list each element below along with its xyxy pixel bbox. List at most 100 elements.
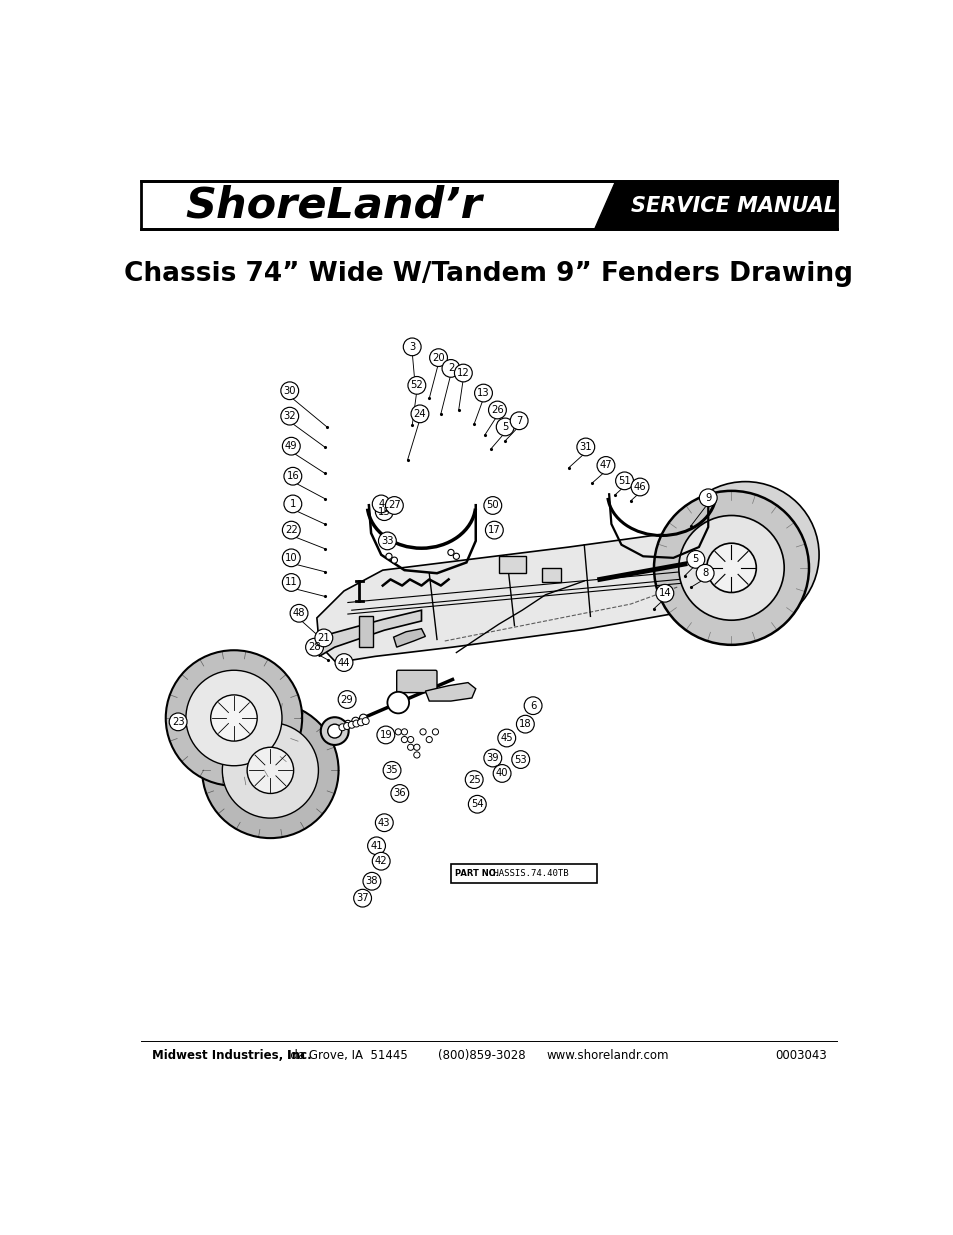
Text: 11: 11 [285,578,297,588]
Circle shape [493,764,511,782]
Text: Ida Grove, IA  51445: Ida Grove, IA 51445 [287,1049,408,1062]
Text: 16: 16 [286,472,299,482]
Text: CHASSIS.74.40TB: CHASSIS.74.40TB [488,869,568,878]
Circle shape [166,651,302,785]
Circle shape [282,573,300,592]
Circle shape [706,543,756,593]
Circle shape [497,729,516,747]
Circle shape [391,557,397,563]
Circle shape [656,584,673,603]
Circle shape [523,697,541,715]
Circle shape [496,419,514,436]
Circle shape [686,551,704,568]
Circle shape [468,795,486,813]
Circle shape [453,553,459,559]
Text: (800)859-3028: (800)859-3028 [437,1049,525,1062]
Circle shape [335,653,353,672]
Text: 19: 19 [379,730,392,740]
Circle shape [320,718,348,745]
Text: 3: 3 [409,342,415,352]
Circle shape [337,690,355,709]
Text: 8: 8 [701,568,707,578]
Circle shape [488,401,506,419]
Text: SERVICE MANUAL: SERVICE MANUAL [630,195,836,216]
Circle shape [385,553,392,559]
Circle shape [375,814,393,831]
Text: 31: 31 [578,442,592,452]
Circle shape [282,550,300,567]
Circle shape [335,724,344,731]
Circle shape [284,467,301,485]
Bar [451,864,596,883]
Text: 23: 23 [172,716,184,727]
Circle shape [372,852,390,871]
Circle shape [338,724,346,731]
Text: 49: 49 [285,441,297,451]
Circle shape [354,889,371,906]
Text: ShoreLand’r: ShoreLand’r [185,184,481,226]
Text: Chassis 74” Wide W/Tandem 9” Fenders Drawing: Chassis 74” Wide W/Tandem 9” Fenders Dra… [124,261,853,287]
Text: 36: 36 [393,788,406,799]
Circle shape [414,752,419,758]
Text: 41: 41 [370,841,382,851]
Circle shape [485,521,503,538]
Text: 9: 9 [704,493,711,503]
Text: 1: 1 [290,499,295,509]
Text: 17: 17 [488,525,500,535]
Circle shape [510,412,528,430]
Bar [141,180,836,228]
Circle shape [408,377,425,394]
Circle shape [465,771,482,788]
Text: 54: 54 [471,799,483,809]
Text: 10: 10 [285,553,297,563]
Text: 12: 12 [456,368,469,378]
Text: 21: 21 [317,632,330,643]
Text: 13: 13 [476,388,489,398]
Text: 6: 6 [529,700,536,710]
Text: 18: 18 [518,719,531,729]
Text: 38: 38 [365,877,377,887]
Text: 48: 48 [293,609,305,619]
Polygon shape [316,526,769,662]
Text: 28: 28 [308,642,320,652]
Text: 30: 30 [283,385,295,395]
Circle shape [654,490,808,645]
Text: 26: 26 [491,405,503,415]
Circle shape [426,736,432,742]
Circle shape [280,382,298,400]
Circle shape [290,604,308,622]
Circle shape [407,745,414,751]
Circle shape [211,695,257,741]
Circle shape [348,721,355,729]
Circle shape [378,532,395,550]
Circle shape [343,722,350,730]
Circle shape [441,359,459,377]
FancyBboxPatch shape [396,671,436,693]
Text: 5: 5 [692,555,699,564]
Text: 32: 32 [283,411,295,421]
Circle shape [419,729,426,735]
Text: 51: 51 [618,475,630,485]
Circle shape [202,703,338,839]
Polygon shape [319,610,421,656]
Circle shape [615,472,633,490]
Text: 44: 44 [337,657,350,668]
Circle shape [383,762,400,779]
Circle shape [631,478,648,496]
Text: 5: 5 [501,422,508,432]
Circle shape [362,718,369,725]
Circle shape [282,521,300,538]
Circle shape [407,736,414,742]
Circle shape [577,438,594,456]
Circle shape [696,564,713,582]
Text: 27: 27 [388,500,400,510]
Text: 29: 29 [340,694,354,704]
Text: 46: 46 [633,482,646,492]
Circle shape [414,745,419,751]
Bar [359,616,373,647]
Text: 43: 43 [377,818,390,827]
Text: 50: 50 [486,500,498,510]
Text: 39: 39 [486,753,498,763]
Circle shape [395,729,401,735]
Text: 42: 42 [375,856,387,866]
